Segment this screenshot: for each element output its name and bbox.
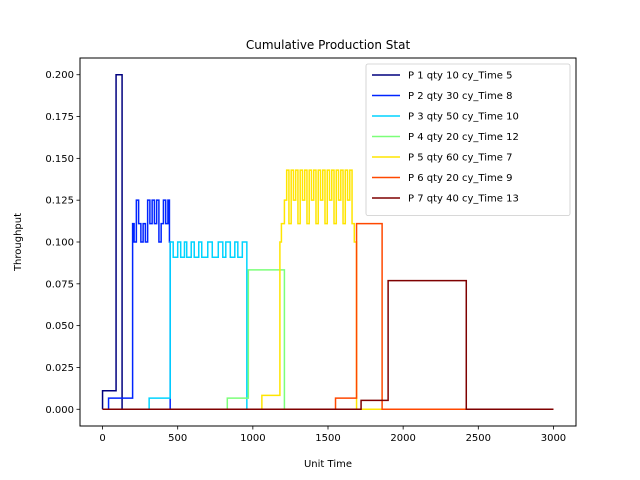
series-line-p7 xyxy=(102,279,554,411)
y-tick-label: 0.200 xyxy=(45,70,74,81)
legend-entry-label: P 5 qty 60 cy_Time 7 xyxy=(408,153,512,164)
x-tick-label: 2500 xyxy=(466,433,491,444)
legend-entry-label: P 6 qty 20 cy_Time 9 xyxy=(408,173,512,184)
y-tick-label: 0.100 xyxy=(45,238,74,249)
y-tick-label: 0.125 xyxy=(45,196,74,207)
legend-entry-label: P 4 qty 20 cy_Time 12 xyxy=(408,132,519,143)
y-axis-ticks: 0.000 0.025 0.050 0.075 0.100 0.125 0.150 0.175… xyxy=(45,70,80,416)
y-tick-label: 0.175 xyxy=(45,112,74,123)
series-line-p6 xyxy=(102,222,554,411)
legend-entry-label: P 3 qty 50 cy_Time 10 xyxy=(408,112,519,123)
x-axis-ticks: 0 500 1000 1500 2000 2500 3000 xyxy=(99,426,566,444)
y-tick-label: 0.000 xyxy=(45,405,74,416)
y-tick-label: 0.050 xyxy=(45,321,74,332)
legend-entry-label: P 2 qty 30 cy_Time 8 xyxy=(408,91,512,102)
series-line-p5 xyxy=(102,169,554,411)
x-tick-label: 1000 xyxy=(240,433,265,444)
series-layer xyxy=(101,73,554,411)
series-line-p3 xyxy=(102,241,554,411)
legend-entry-label: P 1 qty 10 cy_Time 5 xyxy=(408,71,512,82)
x-tick-label: 1500 xyxy=(315,433,340,444)
x-tick-label: 2000 xyxy=(390,433,415,444)
legend: P 1 qty 10 cy_Time 5 P 2 qty 30 cy_Time 8… xyxy=(365,63,571,216)
series-line-p4 xyxy=(102,269,554,411)
y-tick-label: 0.025 xyxy=(45,363,74,374)
y-tick-label: 0.075 xyxy=(45,279,74,290)
x-tick-label: 3000 xyxy=(541,433,566,444)
x-axis-label: Unit Time xyxy=(304,459,352,470)
x-tick-label: 500 xyxy=(168,433,187,444)
y-tick-label: 0.150 xyxy=(45,154,74,165)
chart-title: Cumulative Production Stat xyxy=(246,38,411,52)
series-line-p2 xyxy=(102,199,554,411)
y-axis-label: Throughput xyxy=(13,213,24,272)
x-tick-label: 0 xyxy=(99,433,105,444)
legend-box xyxy=(365,63,571,216)
legend-entry-label: P 7 qty 40 cy_Time 13 xyxy=(408,194,519,205)
